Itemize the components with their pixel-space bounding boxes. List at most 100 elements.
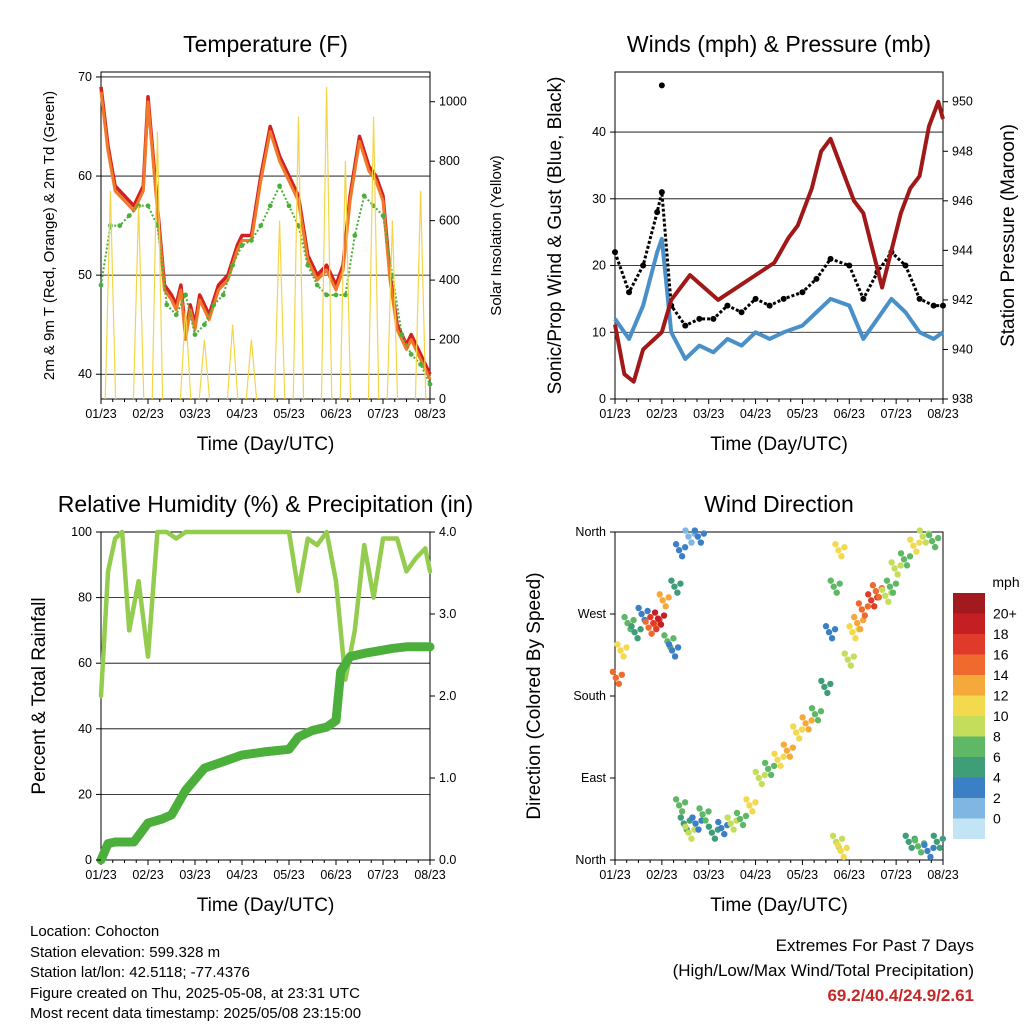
legend-label: 8 [993,729,1001,745]
y-axis-label: Sonic/Prop Wind & Gust (Blue, Black) [545,77,566,395]
legend-swatch [953,757,985,778]
direction-point [761,771,768,779]
y2-tick-label: 2.0 [439,689,456,703]
direction-point [850,653,857,660]
direction-point [697,539,705,546]
legend-swatch [953,654,985,675]
direction-point [612,674,620,681]
direction-point [905,838,912,845]
dewpoint-point [173,312,179,318]
chart-title: Wind Direction [704,491,854,517]
dewpoint-point [239,243,245,248]
x-tick-label: 03/23 [693,868,724,882]
direction-point [939,835,947,842]
y-tick-label: 20 [592,259,606,273]
direction-point [891,565,898,572]
y2-axis-label: Solar Insolation (Yellow) [488,155,505,315]
direction-point [827,680,834,688]
direction-point [831,626,839,633]
direction-point [910,542,917,549]
direction-point [811,711,819,718]
y2-axis-label: Station Pressure (Maroon) [998,124,1019,347]
direction-point [916,539,923,546]
y2-tick-label: 948 [952,144,973,158]
direction-point [672,541,680,548]
y-tick-label: South [573,689,606,703]
legend-swatch [953,777,985,798]
solar-peak [292,116,305,400]
direction-point [694,533,702,540]
direction-point [674,644,682,651]
direction-point [930,844,937,852]
direction-point [621,613,628,621]
y2-tick-label: 946 [952,194,973,208]
direction-point [802,720,809,727]
direction-point [670,635,677,642]
y2-tick-label: 938 [952,392,973,406]
x-tick-label: 06/23 [320,868,351,882]
gust-point [827,255,834,262]
y-tick-label: 60 [78,169,92,183]
legend-label: 2 [993,790,1001,806]
y2-tick-label: 942 [952,293,973,307]
y-tick-label: 80 [78,591,92,605]
direction-point [799,726,806,733]
dewpoint-point [324,292,329,298]
legend-label: 10 [993,708,1009,724]
legend-label: 18 [993,626,1009,642]
gust-point [738,309,745,316]
direction-point [638,610,645,618]
dewpoint-point [305,262,311,268]
legend-swatch [953,613,985,634]
gust-point [710,315,717,322]
direction-point [695,826,702,833]
direction-point [651,609,659,616]
direction-point [645,624,652,631]
direction-point [705,823,713,830]
y-tick-label: 50 [78,268,92,282]
direction-point [889,589,897,596]
direction-point [805,726,812,733]
direction-point [681,799,689,806]
station-elevation: Station elevation: 599.328 m [30,943,221,961]
direction-point [933,838,941,845]
direction-point [764,765,772,773]
gust-point [930,302,937,309]
direction-point [844,656,851,663]
direction-point [853,619,861,627]
direction-point [883,577,891,584]
dewpoint-point [286,203,292,209]
direction-point [634,635,641,642]
direction-point [674,589,681,596]
speed-legend: mph 20+ 18 16 14 12 10 8 6 4 2 0 [953,574,1020,839]
direction-point [623,644,630,651]
direction-point [742,812,750,820]
dewpoint-point [296,223,301,228]
direction-point [882,592,889,599]
dewpoint-point [211,302,217,308]
x-tick-label: 03/23 [693,407,724,421]
direction-point [631,629,638,636]
legend-label: 4 [993,770,1001,786]
solar-peak [339,161,352,400]
direction-point [668,577,675,584]
x-tick-label: 04/23 [740,407,771,421]
solar-peak [104,190,117,400]
dewpoint-point [314,282,320,288]
direction-point [653,625,660,633]
y2-tick-label: 800 [439,154,460,168]
solar-peak [198,339,211,400]
y2-tick-label: 400 [439,273,460,287]
x-tick-label: 08/23 [414,407,445,421]
legend-swatch [953,818,985,839]
direction-point [835,547,842,554]
direction-point [869,582,877,589]
direction-point [615,680,623,687]
direction-point [885,598,892,605]
legend-label: 14 [993,667,1009,683]
y-axis-label: Direction (Colored By Speed) [524,572,545,819]
direction-point [644,607,651,615]
humidity-line [98,529,433,699]
direction-point [907,536,914,543]
extremes-subheading: (High/Low/Max Wind/Total Precipitation) [672,961,974,980]
